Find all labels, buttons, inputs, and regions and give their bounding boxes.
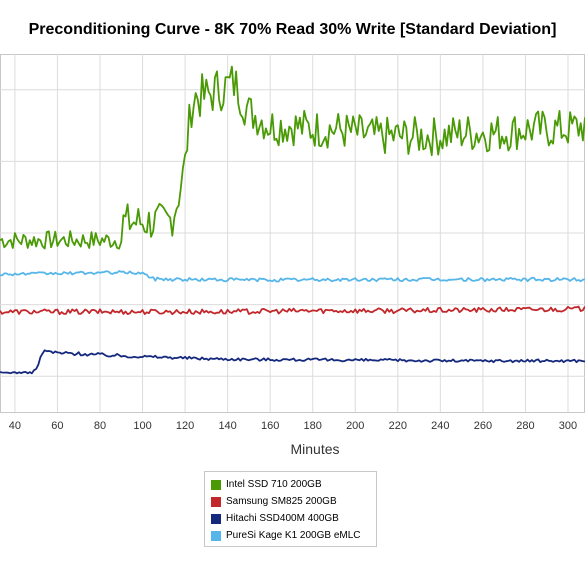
- x-tick-label: 40: [9, 420, 21, 432]
- legend-label: Intel SSD 710 200GB: [226, 479, 322, 490]
- x-tick-label: 300: [559, 420, 577, 432]
- legend-item: PureSi Kage K1 200GB eMLC: [211, 527, 376, 544]
- series-line: [0, 65, 585, 250]
- x-tick-label: 240: [431, 420, 449, 432]
- x-tick-label: 160: [261, 420, 279, 432]
- data-series: [0, 65, 585, 375]
- series-line: [0, 270, 585, 283]
- legend-swatch: [211, 479, 221, 490]
- legend-swatch: [211, 530, 221, 541]
- legend-label: Hitachi SSD400M 400GB: [226, 513, 339, 524]
- legend-item: Samsung SM825 200GB: [211, 493, 376, 510]
- legend: Intel SSD 710 200GB Samsung SM825 200GB …: [204, 471, 377, 547]
- x-tick-label: 200: [346, 420, 364, 432]
- chart-title: Preconditioning Curve - 8K 70% Read 30% …: [28, 21, 557, 38]
- x-tick-label: 260: [474, 420, 492, 432]
- x-tick-label: 220: [389, 420, 407, 432]
- legend-item: Hitachi SSD400M 400GB: [211, 510, 376, 527]
- legend-item: Intel SSD 710 200GB: [211, 476, 376, 493]
- x-tick-label: 120: [176, 420, 194, 432]
- series-line: [0, 349, 585, 375]
- legend-label: PureSi Kage K1 200GB eMLC: [226, 530, 361, 541]
- x-tick-label: 100: [133, 420, 151, 432]
- legend-swatch: [211, 496, 221, 507]
- x-tick-label: 180: [304, 420, 322, 432]
- x-tick-label: 280: [516, 420, 534, 432]
- x-tick-label: 60: [51, 420, 63, 432]
- legend-label: Samsung SM825 200GB: [226, 496, 337, 507]
- x-tick-labels: 40 60 80 100 120 140 160 180 200 220 240 260 280 300: [9, 420, 577, 432]
- x-axis-label: Minutes: [290, 441, 340, 457]
- legend-swatch: [211, 513, 221, 524]
- x-tick-label: 140: [218, 420, 236, 432]
- grid-lines: [0, 54, 585, 413]
- x-tick-label: 80: [94, 420, 106, 432]
- series-line: [0, 305, 585, 316]
